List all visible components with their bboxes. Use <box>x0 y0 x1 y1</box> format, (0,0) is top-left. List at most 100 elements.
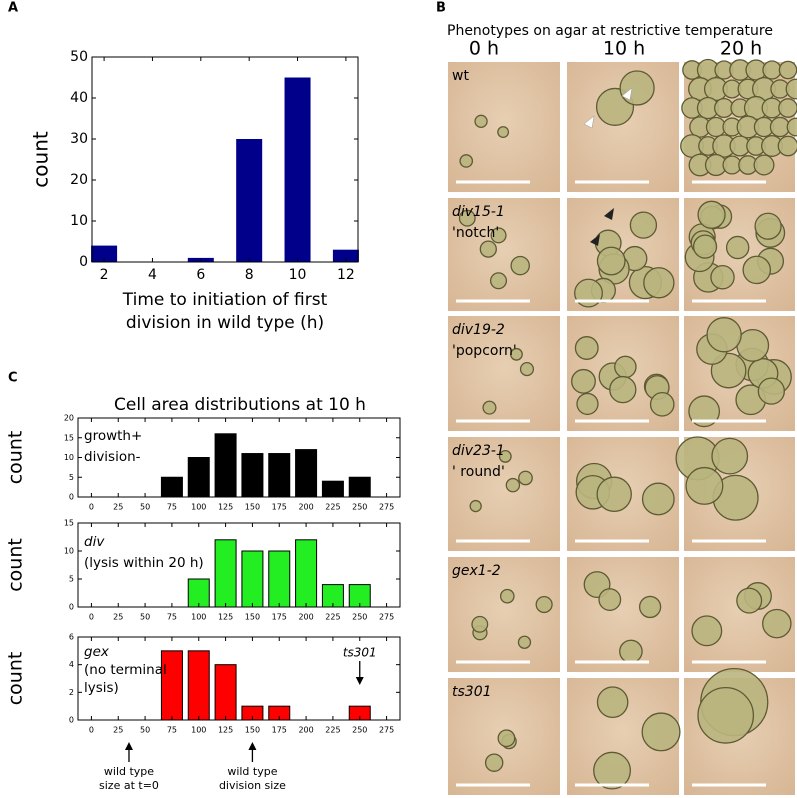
x-tick-label: 75 <box>167 613 177 622</box>
column-header: 10 h <box>603 38 645 60</box>
bar <box>187 578 210 608</box>
x-tick-label: 25 <box>113 613 123 622</box>
y-tick-label: 6 <box>69 633 74 642</box>
cell <box>490 227 507 244</box>
micrograph <box>567 678 681 795</box>
bar <box>268 550 291 608</box>
cell <box>505 477 521 493</box>
cell <box>619 70 655 106</box>
x-tick-label: 275 <box>379 613 394 622</box>
cell <box>484 753 504 772</box>
x-tick-label: 150 <box>245 503 260 512</box>
cell <box>593 751 631 790</box>
micrograph <box>567 62 679 192</box>
annotation: div <box>84 534 105 550</box>
micrograph <box>448 437 560 551</box>
cell <box>641 712 681 752</box>
cell <box>757 377 785 405</box>
cell <box>629 211 658 239</box>
x-tick-label: 75 <box>167 726 177 735</box>
x-tick-label: 150 <box>245 613 260 622</box>
cell <box>510 255 530 276</box>
bar <box>268 453 291 498</box>
micrograph <box>567 316 679 431</box>
micrograph <box>684 557 795 672</box>
micrograph <box>448 678 560 795</box>
cell <box>710 264 735 290</box>
cell <box>706 317 742 353</box>
x-tick-label: 150 <box>245 726 260 735</box>
x-tick-label: 0 <box>89 613 94 622</box>
cell <box>596 246 626 276</box>
bar <box>91 245 118 262</box>
cell <box>489 272 508 290</box>
micrograph <box>448 198 560 311</box>
tile <box>448 557 560 672</box>
x-tick-label: 250 <box>352 503 367 512</box>
annotation: lysis) <box>84 680 119 696</box>
cell <box>786 117 797 137</box>
cell <box>649 391 675 417</box>
cell <box>498 449 512 463</box>
x-tick-label: 25 <box>113 503 123 512</box>
y-tick-label: 15 <box>64 519 74 528</box>
bar <box>241 453 264 498</box>
x-tick-label: 100 <box>191 726 206 735</box>
panel-label: B <box>436 1 446 16</box>
pointer-label: ts301 <box>343 646 377 660</box>
cell <box>574 278 603 308</box>
x-axis-label: Time to initiation of first <box>122 290 328 310</box>
bar <box>241 550 264 608</box>
y-tick-label: 0 <box>69 493 74 502</box>
cell <box>688 395 721 428</box>
x-tick-label: 2 <box>100 267 109 283</box>
row-label: ts301 <box>452 684 492 700</box>
bar <box>295 539 318 608</box>
row-nickname: 'notch' <box>452 225 499 241</box>
annotation: (no terminal <box>84 662 167 678</box>
y-axis-label: count <box>5 538 27 592</box>
y-tick-label: 5 <box>69 575 74 584</box>
note-head <box>248 742 257 750</box>
micrograph <box>675 436 795 551</box>
panel-c-title: Cell area distributions at 10 h <box>114 395 366 415</box>
y-axis-label: count <box>29 131 53 188</box>
x-tick-label: 50 <box>140 613 150 622</box>
cell <box>535 595 553 614</box>
note-text: wild type <box>227 765 277 778</box>
y-tick-label: 4 <box>69 660 74 669</box>
cell <box>614 355 637 379</box>
x-tick-label: 125 <box>218 726 233 735</box>
row-nickname: 'popcorn' <box>452 343 517 359</box>
annotation: growth+ <box>84 428 142 444</box>
x-tick-label: 50 <box>140 726 150 735</box>
cell <box>571 368 596 394</box>
cell <box>692 234 718 259</box>
x-tick-label: 200 <box>298 613 313 622</box>
cell <box>619 639 643 664</box>
cell <box>638 595 662 619</box>
micrograph <box>684 198 795 311</box>
y-tick-label: 40 <box>70 90 88 106</box>
cell <box>641 482 675 516</box>
x-tick-label: 50 <box>140 503 150 512</box>
x-tick-label: 100 <box>191 503 206 512</box>
x-tick-label: 4 <box>148 267 157 283</box>
cell <box>785 78 797 100</box>
y-tick-label: 5 <box>69 473 74 482</box>
x-tick-label: 175 <box>272 613 287 622</box>
cell <box>778 98 797 118</box>
cell <box>574 336 599 360</box>
micrograph <box>567 557 679 672</box>
pointer-head <box>355 677 364 685</box>
x-tick-label: 125 <box>218 613 233 622</box>
micrograph <box>448 557 560 672</box>
micrograph <box>567 437 679 551</box>
cell <box>596 686 629 719</box>
plot-frame <box>77 522 401 608</box>
cell <box>691 615 723 647</box>
panel-label: C <box>8 371 18 386</box>
x-tick-label: 25 <box>113 726 123 735</box>
bar <box>187 650 210 721</box>
